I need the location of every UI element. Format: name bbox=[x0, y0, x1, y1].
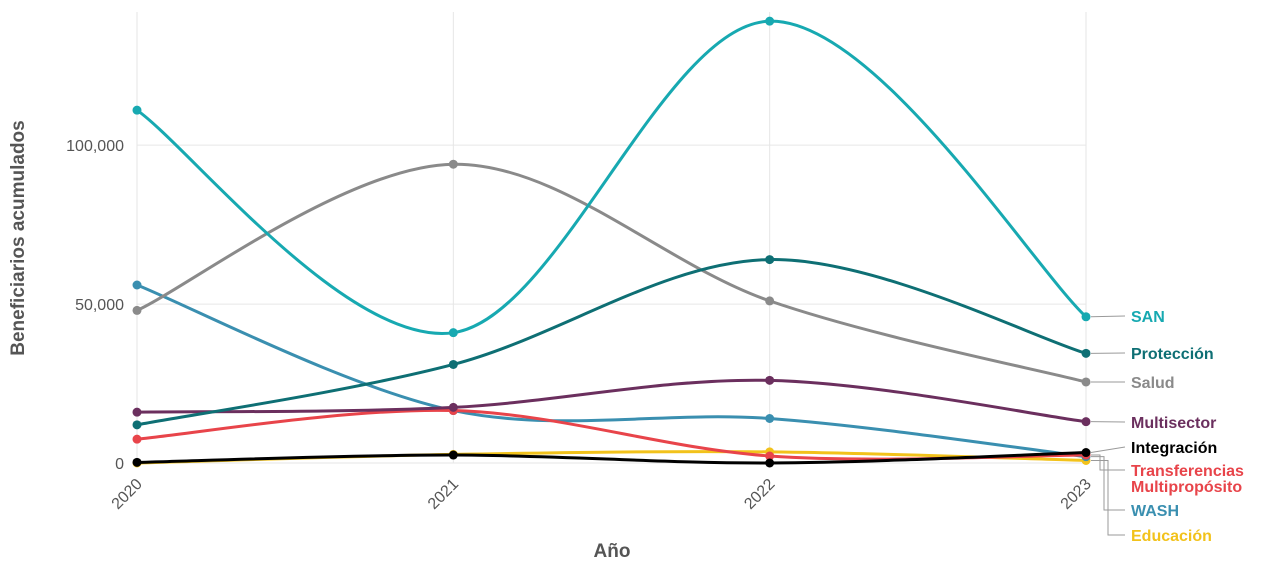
data-point-proteccion bbox=[765, 255, 775, 265]
x-tick-label: 2020 bbox=[109, 476, 146, 513]
series-label-integracion: Integración bbox=[1131, 440, 1217, 457]
data-point-san bbox=[1081, 312, 1091, 322]
series-label-san: SAN bbox=[1131, 309, 1165, 326]
series-label-educacion: Educación bbox=[1131, 528, 1212, 545]
series-label-salud: Salud bbox=[1131, 375, 1175, 392]
series-line-san bbox=[135, 19, 1088, 335]
data-point-salud bbox=[765, 296, 775, 306]
series-line-salud bbox=[135, 162, 1088, 384]
data-point-multisector bbox=[1081, 417, 1091, 427]
data-point-multisector bbox=[132, 407, 142, 417]
data-point-integracion bbox=[765, 458, 775, 468]
grid-layer bbox=[136, 12, 1087, 464]
x-tick-label: 2022 bbox=[741, 476, 778, 513]
series-label-proteccion: Protección bbox=[1131, 346, 1214, 363]
data-point-salud bbox=[448, 159, 458, 169]
leader-line-transferencias-multiproposito bbox=[1091, 454, 1125, 471]
data-point-san bbox=[448, 328, 458, 338]
data-point-salud bbox=[132, 305, 142, 315]
series-line-multisector bbox=[135, 378, 1088, 424]
y-tick-label: 100,000 bbox=[66, 138, 124, 155]
leader-line-integracion bbox=[1090, 446, 1126, 454]
data-point-proteccion bbox=[448, 359, 458, 369]
series-line-integracion bbox=[135, 451, 1088, 465]
x-tick-label: 2023 bbox=[1058, 476, 1095, 513]
series-line-proteccion bbox=[135, 258, 1088, 427]
y-tick-label: 0 bbox=[115, 456, 124, 473]
data-point-proteccion bbox=[132, 420, 142, 430]
series-label-layer: SAN Protección Salud Multisector Integración… bbox=[1090, 309, 1244, 545]
series-layer bbox=[132, 16, 1091, 468]
data-point-integracion bbox=[1081, 448, 1091, 458]
x-tick-label: 2021 bbox=[425, 476, 462, 513]
series-label-multisector: Multisector bbox=[1131, 415, 1216, 432]
data-point-transferencias-multiproposito bbox=[765, 451, 775, 461]
data-point-integracion bbox=[448, 450, 458, 460]
leader-line-san bbox=[1090, 315, 1126, 318]
x-axis-title: Año bbox=[594, 541, 631, 562]
series-line-wash bbox=[135, 283, 1088, 459]
data-point-integracion bbox=[132, 457, 142, 467]
leader-line-wash bbox=[1091, 456, 1125, 511]
data-point-multisector bbox=[765, 375, 775, 385]
data-point-salud bbox=[1081, 377, 1091, 387]
y-axis-title: Beneficiarios acumulados bbox=[8, 120, 29, 355]
series-label-transferencias-multiproposito: Transferencias Multipropósito bbox=[1131, 463, 1244, 496]
data-point-transferencias-multiproposito bbox=[132, 434, 142, 444]
data-point-wash bbox=[132, 280, 142, 290]
y-tick-label: 50,000 bbox=[75, 297, 124, 314]
series-label-wash: WASH bbox=[1131, 503, 1179, 520]
data-point-san bbox=[132, 105, 142, 115]
leader-line-educacion bbox=[1091, 459, 1125, 536]
data-point-wash bbox=[765, 414, 775, 423]
data-point-multisector bbox=[448, 402, 458, 412]
data-point-san bbox=[765, 16, 775, 26]
data-point-proteccion bbox=[1081, 348, 1091, 358]
